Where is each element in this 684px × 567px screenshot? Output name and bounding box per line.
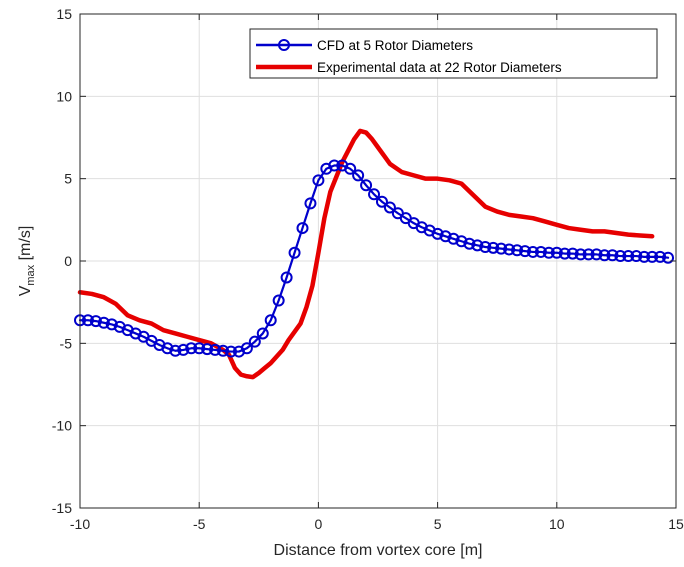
y-tick-label: -5: [60, 335, 73, 351]
data-point-cfd: [256, 327, 269, 340]
data-point-cfd: [169, 344, 182, 357]
y-tick-label: -10: [52, 418, 72, 434]
data-point-cfd: [654, 250, 667, 263]
y-axis-title: Vmax [m/s]: [17, 226, 37, 297]
series-line-experimental: [77, 128, 655, 380]
data-point-cfd: [185, 342, 198, 355]
data-point-cfd: [550, 246, 563, 259]
legend-label-cfd: CFD at 5 Rotor Diameters: [317, 38, 473, 53]
data-point-cfd: [614, 250, 627, 263]
data-point-cfd: [97, 316, 110, 329]
data-point-cfd: [264, 314, 277, 327]
y-tick-label: 5: [64, 171, 72, 187]
data-point-cfd: [368, 188, 381, 201]
data-point-cfd: [177, 343, 190, 356]
data-point-cfd: [304, 197, 317, 210]
data-point-cfd: [511, 244, 524, 257]
y-axis-title-sub: max: [25, 264, 37, 285]
data-point-cfd: [280, 271, 293, 284]
data-point-cfd: [479, 241, 492, 254]
data-point-cfd: [161, 342, 174, 355]
data-point-cfd: [542, 246, 555, 259]
data-point-cfd: [455, 235, 468, 248]
data-point-cfd: [526, 245, 539, 258]
data-point-cfd: [383, 201, 396, 214]
y-tick-label: -15: [52, 500, 72, 516]
data-point-cfd: [312, 174, 325, 187]
data-point-cfd: [352, 169, 365, 182]
y-tick-label: 15: [56, 6, 72, 22]
data-point-cfd: [646, 250, 659, 263]
data-point-cfd: [248, 335, 261, 348]
data-point-cfd: [288, 246, 301, 259]
data-point-cfd: [582, 248, 595, 261]
data-point-cfd: [471, 239, 484, 252]
x-tick-label: 15: [668, 516, 684, 532]
data-point-cfd: [431, 227, 444, 240]
y-axis-title-unit: [m/s]: [17, 226, 34, 265]
legend-box: [249, 28, 658, 79]
data-point-cfd: [375, 195, 388, 208]
legend: CFD at 5 Rotor Diameters Experimental da…: [249, 28, 658, 79]
data-point-cfd: [89, 315, 102, 328]
data-point-cfd: [105, 318, 118, 331]
data-point-cfd: [439, 230, 452, 243]
y-tick-label: 0: [64, 253, 72, 269]
data-point-cfd: [519, 245, 532, 258]
legend-marker-cfd: [278, 39, 290, 51]
data-point-cfd: [590, 248, 603, 261]
data-point-cfd: [328, 159, 341, 172]
y-axis-title-main: V: [17, 285, 34, 296]
data-point-cfd: [638, 250, 651, 263]
data-point-cfd: [193, 342, 206, 355]
data-point-cfd: [503, 243, 516, 256]
data-point-cfd: [272, 294, 285, 307]
data-point-cfd: [566, 247, 579, 260]
x-tick-label: 5: [434, 516, 442, 532]
data-point-cfd: [662, 251, 675, 264]
data-point-cfd: [463, 237, 476, 250]
data-point-cfd: [598, 249, 611, 262]
x-tick-label: 10: [549, 516, 565, 532]
data-point-cfd: [630, 250, 643, 263]
data-point-cfd: [534, 245, 547, 258]
plot-series: [74, 128, 675, 380]
data-point-cfd: [495, 242, 508, 255]
data-point-cfd: [344, 162, 357, 175]
data-point-cfd: [558, 247, 571, 260]
data-point-cfd: [447, 232, 460, 245]
legend-label-experimental: Experimental data at 22 Rotor Diameters: [317, 60, 562, 75]
data-point-cfd: [81, 314, 94, 327]
data-point-cfd: [224, 345, 237, 358]
y-tick-label: 10: [56, 88, 72, 104]
data-point-cfd: [574, 248, 587, 261]
x-tick-label: 0: [315, 516, 323, 532]
data-point-cfd: [240, 342, 253, 355]
data-point-cfd: [622, 250, 635, 263]
data-point-cfd: [606, 249, 619, 262]
data-point-cfd: [296, 222, 309, 235]
x-axis-title: Distance from vortex core [m]: [274, 542, 483, 559]
data-point-cfd: [360, 179, 373, 192]
data-point-cfd: [209, 343, 222, 356]
x-tick-label: -5: [193, 516, 206, 532]
data-point-cfd: [201, 343, 214, 356]
x-tick-label: -10: [70, 516, 90, 532]
data-point-cfd: [217, 344, 230, 357]
data-point-cfd: [487, 241, 500, 254]
